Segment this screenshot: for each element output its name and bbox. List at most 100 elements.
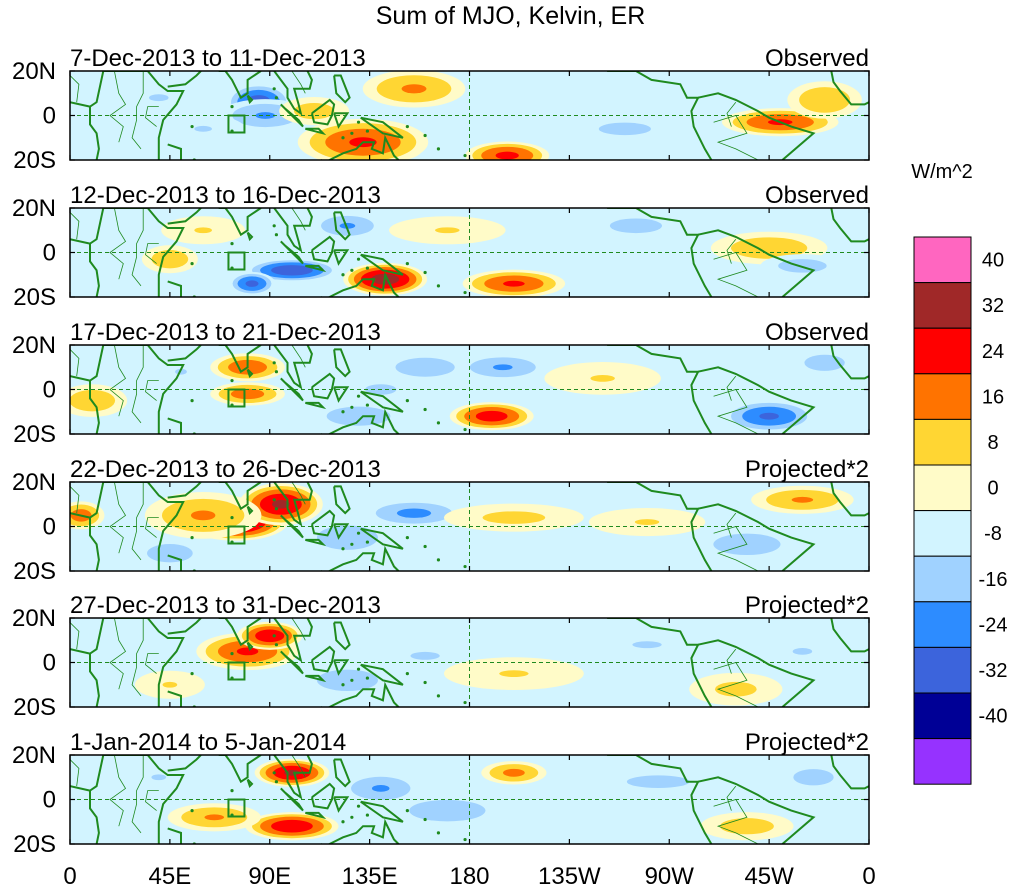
- country-border: [145, 243, 159, 264]
- coastline: [89, 755, 105, 844]
- anomaly-contour: [410, 651, 440, 660]
- coastline: [167, 755, 202, 772]
- island-dot: [350, 542, 354, 546]
- country-border: [713, 799, 759, 844]
- coastline: [273, 208, 313, 253]
- panel-type-label: Observed: [765, 182, 869, 209]
- anomaly-contour: [255, 112, 276, 119]
- island-dot: [190, 809, 194, 813]
- coastline: [218, 345, 262, 374]
- island-dot: [272, 224, 276, 228]
- anomaly-contour: [714, 681, 757, 697]
- island-dot: [423, 544, 427, 549]
- chart-title: Sum of MJO, Kelvin, ER: [375, 2, 646, 30]
- island-dot: [405, 809, 409, 813]
- coastline: [273, 618, 313, 663]
- coastline: [305, 127, 327, 136]
- island-dot: [423, 407, 427, 412]
- country-border: [291, 71, 306, 94]
- anomaly-contour: [598, 122, 651, 136]
- country-border: [131, 618, 144, 697]
- colorbar-label: -24: [979, 614, 1008, 636]
- island-dot: [190, 536, 194, 540]
- anomaly-contour: [204, 814, 225, 821]
- y-tick-label: 0: [43, 377, 56, 404]
- country-border: [109, 71, 127, 143]
- colorbar-label: -40: [979, 706, 1008, 728]
- y-tick-label: 20N: [12, 58, 56, 85]
- colorbar-swatch: [913, 646, 972, 694]
- island-dot: [423, 133, 427, 138]
- anomaly-contour: [435, 227, 460, 234]
- coastline: [360, 253, 404, 276]
- country-border: [145, 380, 159, 401]
- island-dot: [230, 516, 234, 520]
- y-tick-label: 20N: [12, 332, 56, 359]
- coastline: [246, 641, 254, 651]
- coastline: [333, 211, 351, 241]
- coastline: [360, 663, 404, 686]
- island-dot: [463, 837, 467, 842]
- island-dot: [436, 284, 441, 288]
- y-tick-label: 20S: [13, 831, 56, 858]
- y-tick-label: 20S: [13, 694, 56, 721]
- y-tick-label: 20S: [13, 147, 56, 174]
- coastline: [246, 231, 254, 242]
- island-dot: [463, 153, 467, 158]
- anomaly-contour: [730, 237, 808, 259]
- y-tick-label: 20N: [12, 605, 56, 632]
- colorbar-swatch: [913, 373, 972, 420]
- coastline: [167, 482, 202, 499]
- anomaly-contour: [793, 769, 834, 786]
- island-dot: [436, 147, 441, 151]
- coastline: [103, 208, 185, 297]
- anomaly-contour: [194, 227, 212, 234]
- island-dot: [274, 96, 279, 100]
- anomaly-contour: [759, 412, 779, 420]
- country-border: [291, 482, 306, 505]
- anomaly-contour: [499, 670, 529, 678]
- anomaly-contour: [632, 641, 662, 649]
- panel-3: 20N 0 20S 17-Dec-2013 to 21-Dec-2013 Observe…: [12, 319, 870, 448]
- country-border: [726, 512, 737, 538]
- coastline: [103, 345, 185, 434]
- island-dot: [423, 270, 427, 275]
- island-dot: [341, 273, 345, 277]
- colorbar-swatch: [913, 327, 972, 375]
- country-border: [70, 622, 80, 650]
- x-tick-label: 45W: [744, 863, 794, 889]
- panel-type-label: Observed: [765, 45, 869, 72]
- country-border: [145, 106, 159, 127]
- x-tick-label: 45E: [149, 863, 192, 889]
- coastline: [89, 618, 105, 707]
- y-tick-label: 0: [43, 514, 56, 541]
- anomaly-contour: [395, 357, 455, 377]
- island-dot: [230, 789, 234, 793]
- coastline: [333, 523, 350, 540]
- country-border: [145, 790, 159, 811]
- island-dot: [272, 498, 276, 502]
- coastline: [305, 264, 327, 273]
- island-dot: [230, 652, 234, 656]
- y-tick-label: 20S: [13, 284, 56, 311]
- country-border: [291, 208, 306, 231]
- coastline: [305, 811, 327, 820]
- country-border: [131, 345, 144, 424]
- coastline: [167, 280, 182, 297]
- island-dot: [356, 394, 361, 398]
- anomaly-contour: [371, 784, 390, 792]
- coastline: [70, 785, 91, 792]
- index-box: [227, 114, 246, 134]
- island-dot: [365, 403, 370, 407]
- country-border: [145, 517, 159, 538]
- island-dot: [436, 694, 441, 698]
- island-dot: [365, 813, 370, 817]
- country-border: [109, 208, 127, 280]
- colorbar-swatch: [913, 418, 972, 466]
- colorbar-units: W/m^2: [911, 161, 973, 183]
- coastline: [103, 482, 185, 571]
- y-tick-label: 20N: [12, 742, 56, 769]
- island-dot: [405, 262, 409, 266]
- coastline: [273, 755, 313, 800]
- country-border: [70, 486, 80, 514]
